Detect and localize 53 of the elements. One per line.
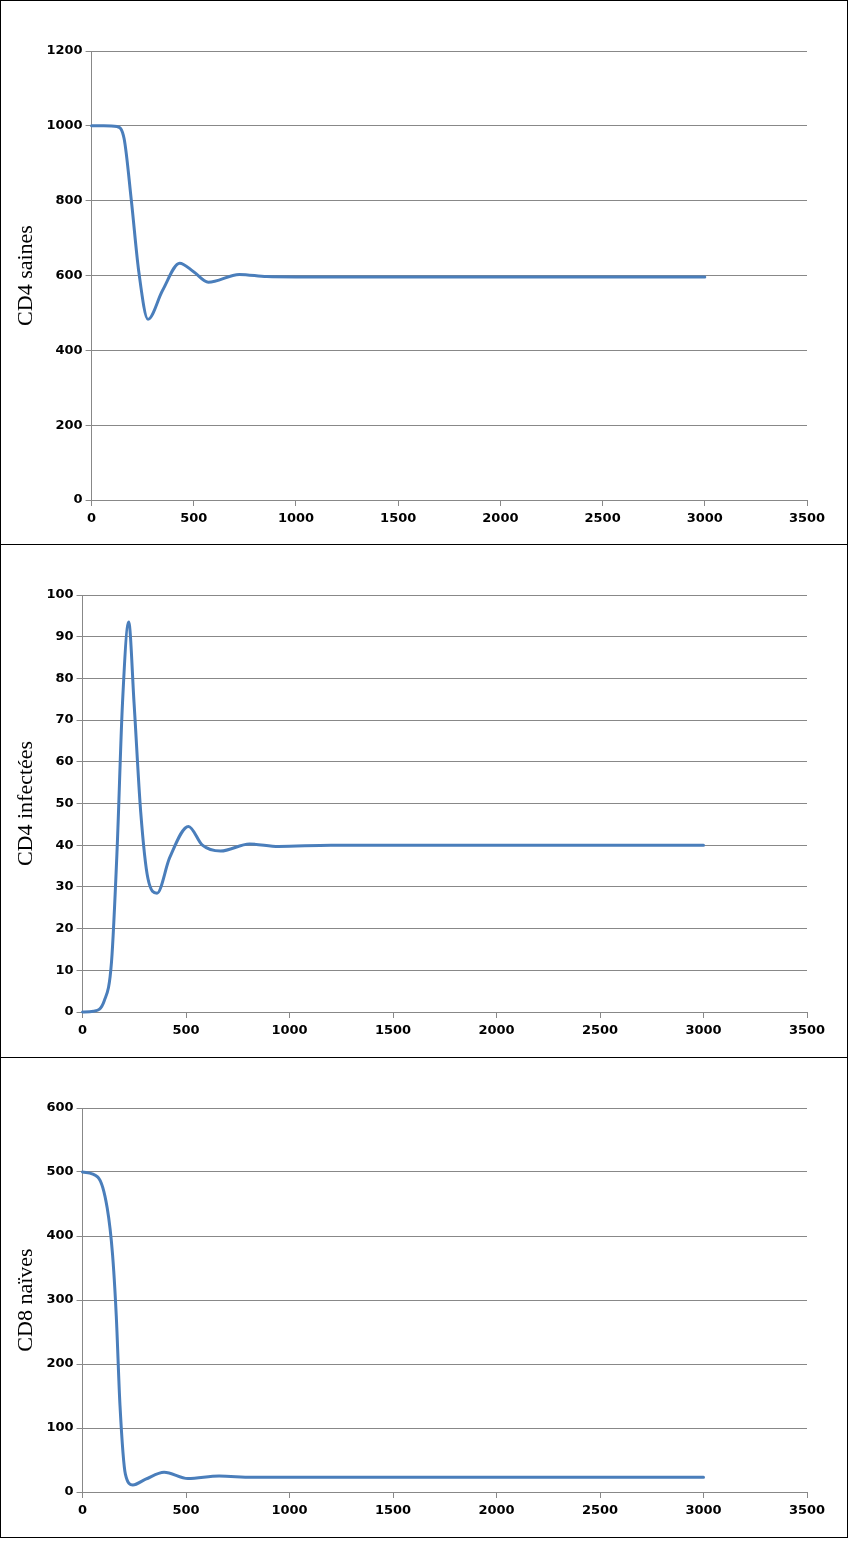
x-tick-label: 2000: [478, 1501, 515, 1517]
y-tick-label: 200: [46, 1355, 74, 1371]
y-tick-label: 50: [55, 794, 74, 810]
x-tick-label: 2500: [581, 1021, 619, 1037]
x-tick-label: 0: [87, 509, 97, 525]
y-tick-label: 300: [46, 1291, 74, 1307]
x-tick-label: 1000: [271, 1021, 308, 1037]
x-tick-label: 3000: [685, 1501, 722, 1517]
y-axis-title: CD4 infectées: [11, 740, 37, 867]
y-axis-title: CD8 naïves: [11, 1248, 37, 1352]
x-tick-label: 2500: [584, 509, 621, 525]
x-tick-label: 3500: [788, 509, 826, 525]
y-tick-label: 0: [64, 1483, 74, 1499]
y-tick-label: 10: [55, 961, 74, 977]
x-tick-label: 3500: [788, 1021, 826, 1037]
y-tick-label: 1000: [46, 117, 83, 133]
y-tick-label: 30: [55, 878, 74, 894]
x-tick-label: 3500: [788, 1501, 826, 1517]
y-axis-title: CD4 saines: [11, 225, 37, 326]
y-tick-label: 0: [73, 491, 83, 507]
y-tick-label: 60: [55, 753, 74, 769]
x-tick-label: 1000: [277, 509, 315, 525]
y-tick-label: 500: [46, 1163, 74, 1179]
x-tick-label: 3000: [686, 509, 723, 525]
y-tick-label: 200: [55, 416, 83, 432]
y-tick-label: 70: [55, 711, 74, 727]
y-tick-label: 600: [46, 1099, 74, 1115]
line-series: [81, 620, 706, 1014]
x-tick-label: 1500: [374, 1021, 412, 1037]
x-tick-label: 1500: [380, 509, 417, 525]
y-tick-label: 0: [64, 1003, 74, 1019]
x-tick-label: 500: [172, 1021, 200, 1037]
line-series: [81, 1170, 706, 1487]
y-tick-label: 1200: [46, 42, 83, 58]
y-tick-label: 400: [46, 1227, 74, 1243]
y-tick-label: 20: [55, 919, 74, 935]
x-tick-label: 1000: [271, 1501, 308, 1517]
y-tick-label: 100: [46, 1419, 74, 1435]
y-tick-label: 600: [55, 266, 83, 282]
x-tick-label: 500: [180, 509, 208, 525]
y-tick-label: 100: [46, 586, 74, 602]
y-tick-label: 80: [55, 669, 74, 685]
x-tick-label: 2000: [478, 1021, 515, 1037]
x-tick-label: 2000: [482, 509, 519, 525]
x-tick-label: 2500: [581, 1501, 619, 1517]
y-tick-label: 90: [55, 628, 74, 644]
y-tick-label: 40: [55, 836, 74, 852]
x-tick-label: 1500: [374, 1501, 412, 1517]
y-tick-label: 400: [55, 341, 83, 357]
y-tick-label: 800: [55, 192, 83, 208]
x-tick-label: 3000: [685, 1021, 722, 1037]
x-tick-label: 500: [172, 1501, 200, 1517]
line-series: [90, 124, 707, 321]
